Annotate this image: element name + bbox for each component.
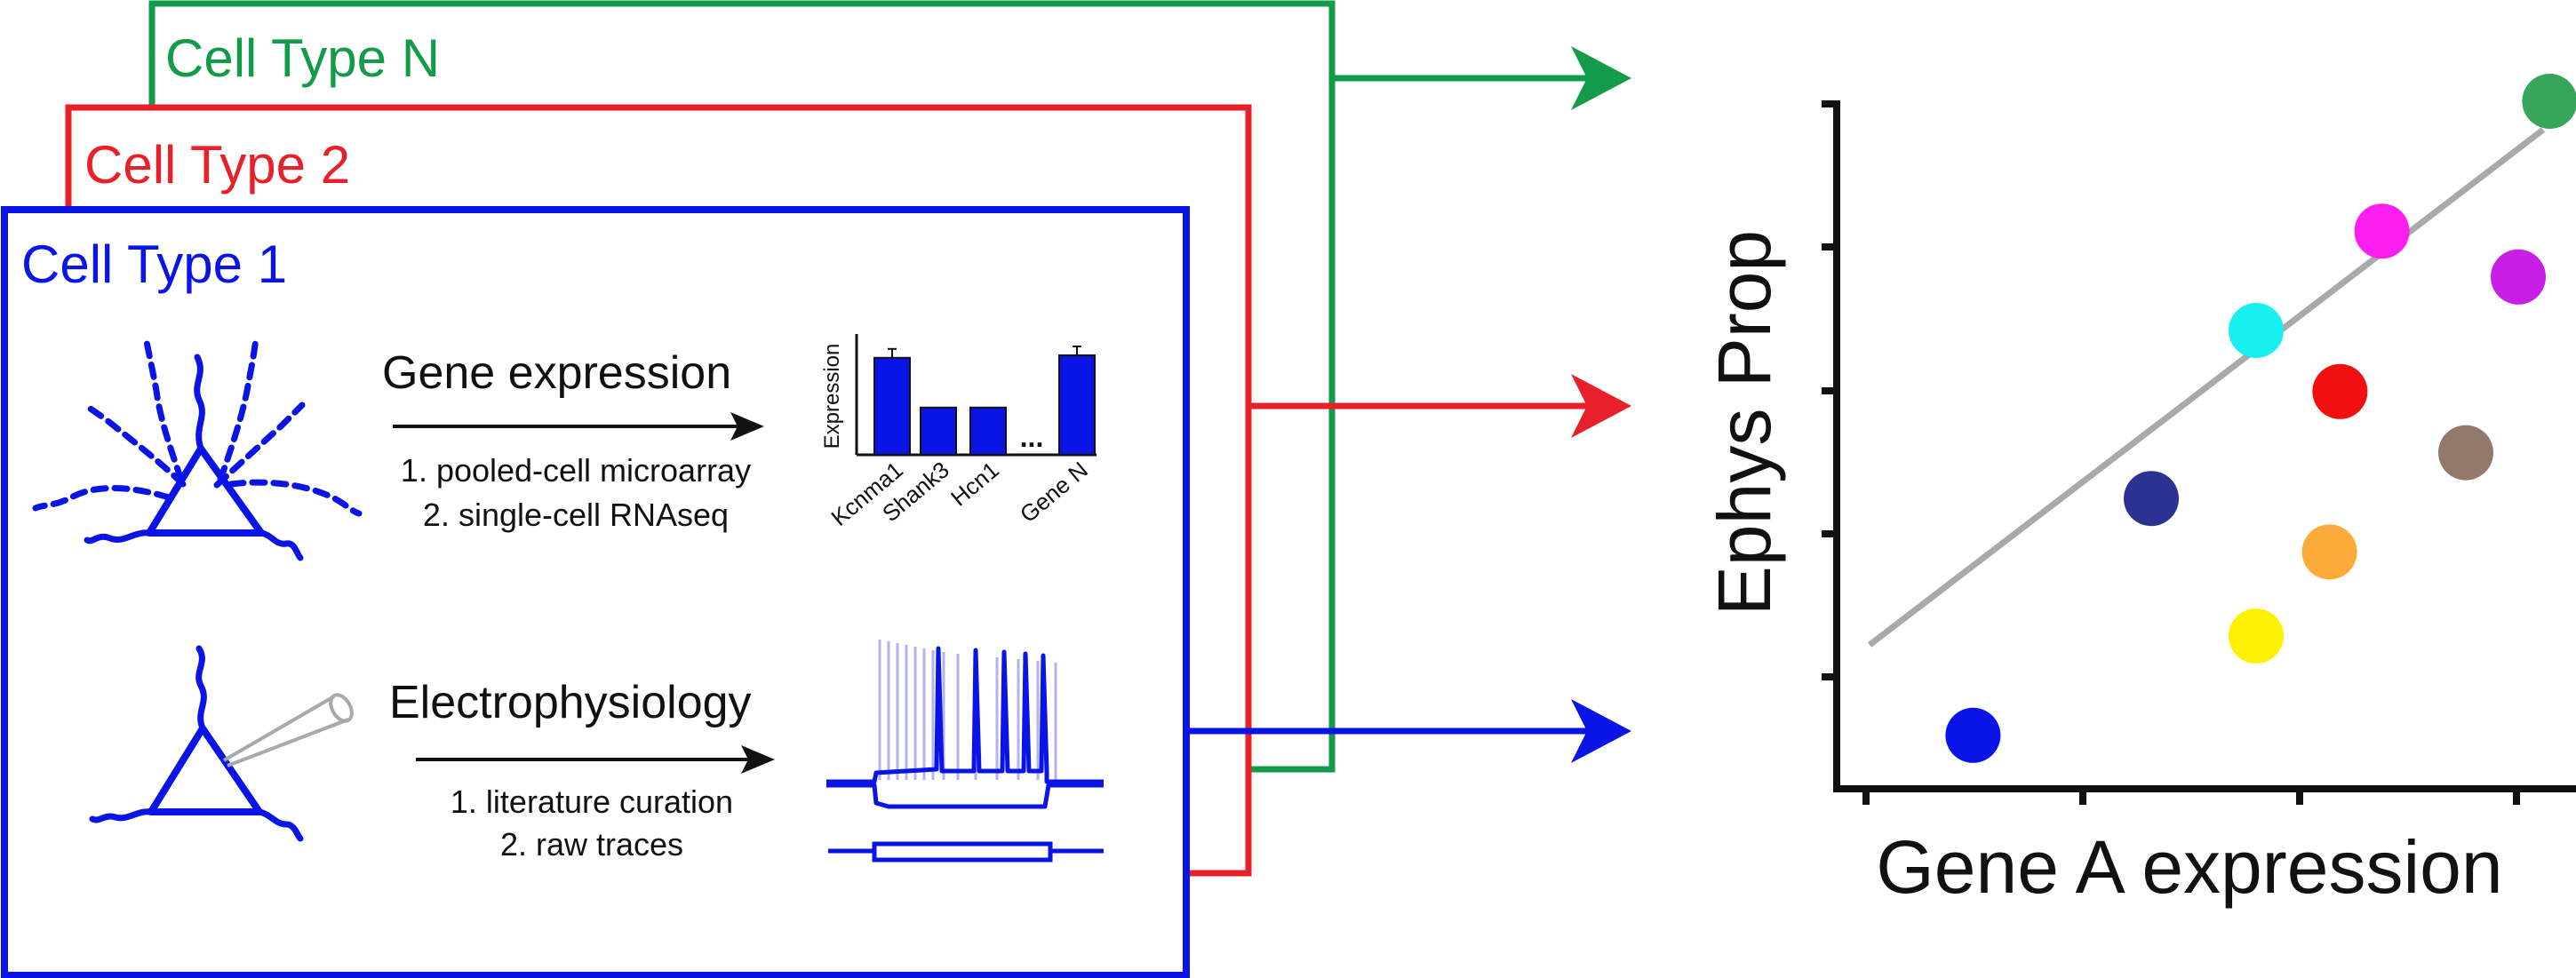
electrophysiology-method-2: 2. raw traces — [500, 826, 683, 863]
scatter-point — [2312, 363, 2368, 419]
red-arrowhead — [1571, 374, 1631, 438]
panel-1-frame — [1, 206, 1190, 978]
electrophysiology-method-1: 1. literature curation — [451, 783, 733, 820]
scatter-y-ticks — [1822, 100, 1837, 680]
scatter-xlabel: Gene A expression — [1876, 825, 2502, 909]
scatter-ylabel: Ephys Prop — [1703, 230, 1786, 616]
scatter-point — [1945, 707, 2001, 763]
scatter-point — [2124, 471, 2179, 527]
scatter-x-ticks — [1862, 789, 2520, 805]
gene-expression-title: Gene expression — [382, 347, 731, 399]
bar-chart-ylabel: Expression — [820, 344, 844, 449]
bar-chart-ellipsis: ... — [1020, 421, 1044, 453]
electrophysiology-title: Electrophysiology — [389, 677, 752, 728]
scatter-point — [2301, 524, 2357, 580]
scatter-point — [2522, 74, 2576, 129]
voltage-trace-spiking — [826, 646, 1104, 784]
gene-expression-arrowhead — [730, 412, 764, 441]
scatter-plot: Gene A expression Ephys Prop — [1703, 74, 2576, 909]
scatter-point — [2229, 608, 2284, 664]
recording-pipette-icon — [222, 693, 354, 767]
expression-bar — [969, 406, 1007, 456]
scatter-point — [2491, 249, 2546, 305]
scatter-point — [2354, 203, 2410, 259]
scatter-trend-line — [1867, 127, 2546, 648]
current-step-protocol — [828, 841, 1104, 863]
electrophysiology-arrowhead — [741, 745, 775, 774]
panel-cell-type-1: Cell Type 1 Gene expression 1. pooled-ce… — [1, 206, 1631, 978]
expression-bar — [873, 356, 911, 456]
panel-n-label: Cell Type N — [165, 28, 440, 88]
gene-expression-method-1: 1. pooled-cell microarray — [401, 452, 751, 489]
scatter-point — [2229, 303, 2284, 358]
expression-bar — [920, 406, 957, 456]
panel-2-label: Cell Type 2 — [84, 135, 350, 195]
neuron-dendritic-icon — [32, 334, 363, 561]
panel-1-label: Cell Type 1 — [21, 235, 287, 294]
scatter-point — [2438, 425, 2493, 481]
blue-arrowhead — [1571, 699, 1631, 763]
expression-bar — [1058, 354, 1096, 456]
voltage-trace-hyperpolarizing — [826, 783, 1104, 809]
gene-expression-method-2: 2. single-cell RNAseq — [423, 497, 729, 533]
neuron-patched-icon — [89, 645, 304, 842]
green-arrowhead — [1571, 46, 1631, 110]
